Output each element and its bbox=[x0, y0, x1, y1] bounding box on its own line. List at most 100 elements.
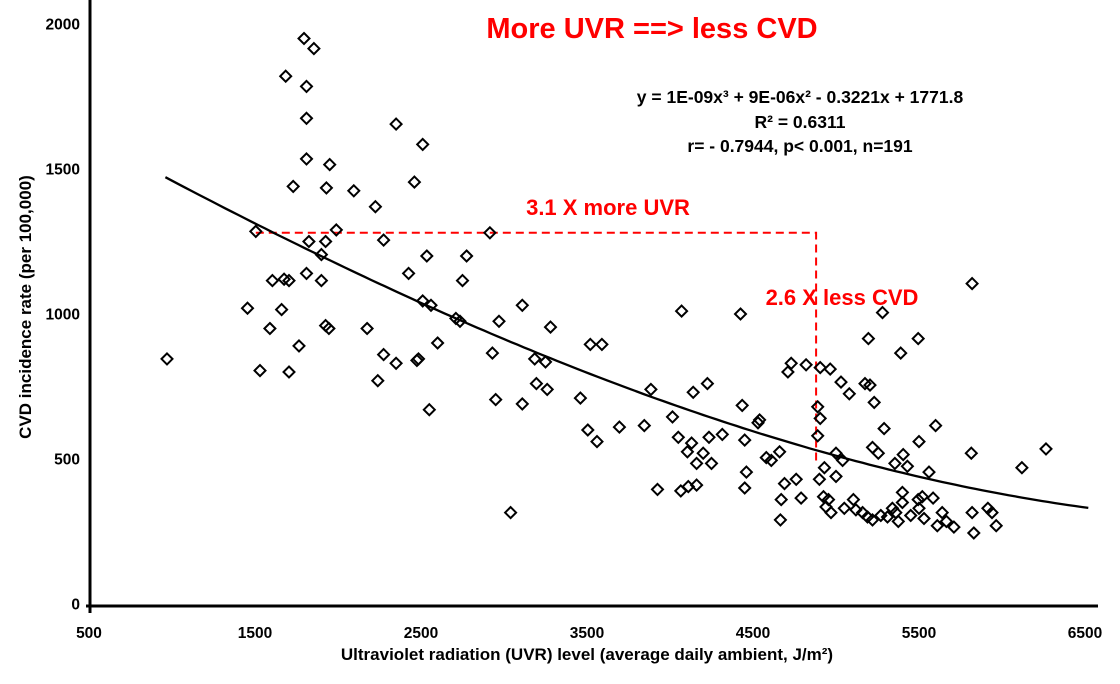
data-point bbox=[492, 314, 506, 329]
data-point bbox=[540, 382, 555, 397]
x-tick-label: 2500 bbox=[404, 625, 438, 642]
data-point bbox=[543, 320, 558, 335]
data-point bbox=[389, 117, 404, 132]
data-point bbox=[835, 453, 850, 468]
data-point bbox=[265, 273, 280, 288]
data-point bbox=[939, 514, 954, 529]
data-point bbox=[322, 157, 337, 172]
data-point bbox=[306, 41, 321, 56]
data-point bbox=[733, 307, 748, 321]
data-point bbox=[401, 266, 416, 281]
data-point bbox=[917, 511, 931, 526]
data-point bbox=[299, 111, 314, 126]
data-point bbox=[583, 337, 598, 352]
annotation-less-cvd: 2.6 X less CVD bbox=[765, 285, 919, 310]
data-point bbox=[430, 336, 445, 350]
data-point bbox=[813, 411, 828, 426]
data-point bbox=[160, 351, 174, 366]
r-squared-line: R² = 0.6311 bbox=[754, 111, 846, 132]
data-point bbox=[515, 298, 530, 313]
data-point bbox=[411, 351, 426, 366]
equation-block: y = 1E-09x³ + 9E-06x² - 0.3221x + 1771.8… bbox=[637, 85, 963, 159]
data-point bbox=[895, 495, 910, 510]
data-point bbox=[893, 346, 908, 361]
x-tick-label: 4500 bbox=[736, 625, 770, 642]
y-tick-label: 500 bbox=[54, 452, 80, 469]
data-point bbox=[772, 444, 787, 459]
data-point bbox=[895, 485, 910, 500]
y-tick-label: 0 bbox=[71, 597, 80, 614]
data-point bbox=[488, 392, 503, 407]
data-point bbox=[301, 234, 316, 249]
data-point bbox=[842, 386, 857, 401]
data-point bbox=[989, 518, 1004, 533]
data-point bbox=[455, 273, 470, 288]
data-point bbox=[297, 31, 311, 46]
data-point bbox=[891, 514, 906, 529]
data-point bbox=[784, 356, 799, 371]
x-tick-label: 6500 bbox=[1068, 625, 1102, 642]
data-point bbox=[689, 478, 704, 493]
y-axis-title: CVD incidence rate (per 100,000) bbox=[16, 175, 35, 439]
trend-line bbox=[164, 176, 1089, 510]
data-point bbox=[794, 491, 809, 506]
data-point bbox=[529, 376, 544, 391]
annotation-more-uvr: 3.1 X more UVR bbox=[526, 195, 690, 220]
data-point bbox=[282, 273, 296, 288]
data-point bbox=[590, 434, 604, 449]
data-point bbox=[928, 418, 943, 433]
data-point bbox=[965, 276, 980, 291]
data-point bbox=[799, 357, 814, 372]
data-point bbox=[422, 402, 437, 417]
x-tick-label: 3500 bbox=[570, 625, 604, 642]
data-point bbox=[912, 501, 926, 516]
data-point bbox=[253, 363, 267, 378]
x-tick-label: 1500 bbox=[238, 625, 272, 642]
data-point bbox=[286, 179, 301, 194]
data-point bbox=[299, 79, 314, 94]
data-point bbox=[965, 505, 980, 520]
data-point bbox=[935, 505, 950, 520]
data-point bbox=[780, 365, 795, 379]
data-point bbox=[459, 249, 474, 263]
data-point bbox=[848, 502, 863, 517]
data-point bbox=[875, 305, 890, 320]
data-point bbox=[704, 456, 719, 471]
data-point bbox=[764, 453, 779, 468]
data-point bbox=[314, 273, 329, 288]
data-point bbox=[930, 518, 945, 533]
data-point bbox=[314, 247, 329, 262]
x-tick-label: 5500 bbox=[902, 625, 936, 642]
data-point bbox=[389, 356, 404, 371]
data-point bbox=[689, 456, 704, 471]
data-point bbox=[737, 481, 752, 495]
data-point bbox=[863, 378, 877, 393]
data-point bbox=[810, 428, 825, 443]
data-point bbox=[896, 447, 911, 462]
data-point bbox=[915, 489, 930, 504]
data-point bbox=[903, 508, 918, 523]
data-point bbox=[911, 331, 926, 346]
data-point bbox=[887, 456, 902, 471]
data-point bbox=[299, 151, 314, 166]
data-point bbox=[376, 233, 391, 248]
data-point bbox=[834, 375, 848, 390]
data-point bbox=[829, 446, 843, 461]
data-point bbox=[900, 459, 915, 474]
data-point bbox=[612, 420, 627, 435]
data-point bbox=[829, 469, 843, 484]
data-point bbox=[865, 440, 880, 455]
data-point bbox=[737, 433, 752, 448]
data-point bbox=[823, 362, 838, 377]
data-point bbox=[966, 526, 981, 540]
data-point bbox=[262, 321, 277, 336]
data-point bbox=[318, 234, 333, 249]
data-point bbox=[240, 301, 255, 316]
data-point bbox=[773, 512, 788, 527]
data-point bbox=[419, 249, 434, 263]
data-point bbox=[812, 472, 827, 487]
data-point bbox=[686, 385, 701, 400]
data-point bbox=[424, 298, 438, 313]
